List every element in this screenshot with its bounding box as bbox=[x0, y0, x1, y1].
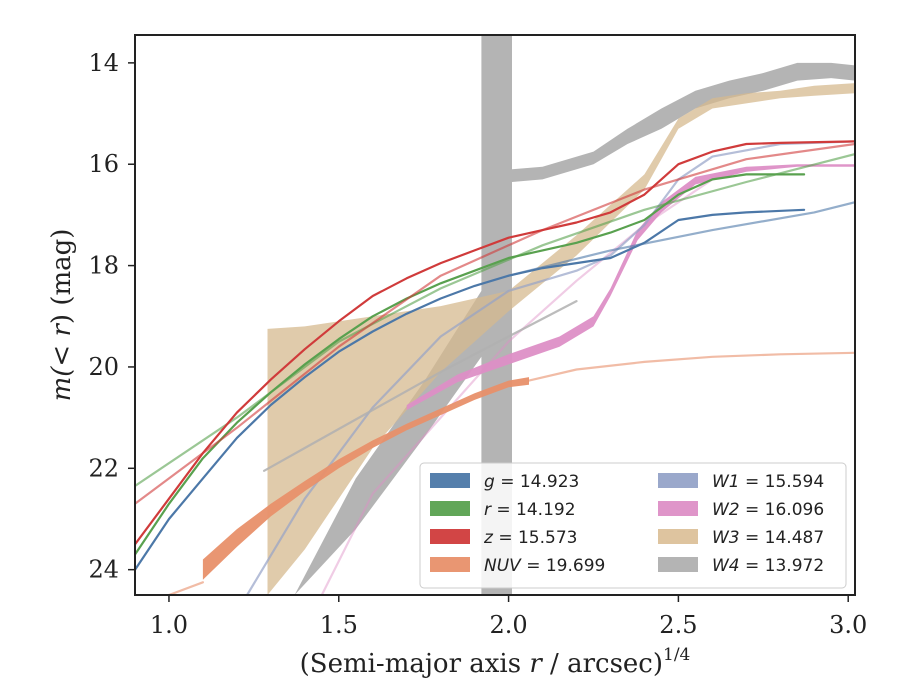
x-axis-title-unit: / arcsec) bbox=[542, 649, 663, 679]
series-w3-band-1 bbox=[267, 83, 855, 595]
x-tick-label: 3.0 bbox=[829, 611, 867, 639]
legend-value: = 16.096 bbox=[740, 500, 825, 520]
x-axis-title-main: (Semi-major axis bbox=[300, 649, 530, 679]
x-tick-label: 2.5 bbox=[659, 611, 697, 639]
legend-value: = 13.972 bbox=[740, 556, 825, 576]
legend-value: = 15.573 bbox=[493, 528, 578, 548]
series-g-line-6 bbox=[507, 201, 855, 277]
legend-label: z = 15.573 bbox=[483, 528, 577, 548]
x-axis-title-sup: 1/4 bbox=[663, 645, 690, 665]
series-w1-line-4 bbox=[246, 140, 855, 595]
x-tick-label: 1.0 bbox=[150, 611, 188, 639]
legend-item-g: g = 14.923 bbox=[430, 472, 579, 492]
y-tick-label: 24 bbox=[88, 556, 119, 584]
legend-label: W2 = 16.096 bbox=[712, 500, 824, 520]
legend-item-z: z = 15.573 bbox=[430, 528, 577, 548]
legend-band: g bbox=[484, 472, 495, 492]
x-axis-title-var: r bbox=[529, 649, 543, 679]
legend-item-w2: W2 = 16.096 bbox=[658, 500, 824, 520]
legend-item-r: r = 14.192 bbox=[430, 500, 576, 520]
legend-swatch bbox=[430, 557, 470, 572]
legend-frame bbox=[419, 462, 847, 589]
y-tick-label: 18 bbox=[88, 252, 119, 280]
y-tick-label: 22 bbox=[88, 454, 119, 482]
legend-label: NUV = 19.699 bbox=[484, 556, 605, 576]
x-axis-title: (Semi-major axis r / arcsec)1/4 bbox=[300, 645, 691, 679]
legend-swatch bbox=[430, 473, 470, 488]
legend-item-w3: W3 = 14.487 bbox=[658, 528, 824, 548]
legend-value: = 19.699 bbox=[521, 556, 606, 576]
legend-band: W2 bbox=[712, 500, 740, 520]
legend-label: W4 = 13.972 bbox=[712, 556, 824, 576]
series-r-line-8 bbox=[135, 153, 855, 488]
y-tick-label: 14 bbox=[88, 49, 119, 77]
series-r-line-7 bbox=[135, 173, 806, 556]
legend-label: g = 14.923 bbox=[484, 472, 579, 492]
legend-band: W1 bbox=[712, 472, 740, 492]
legend-band: r bbox=[484, 500, 492, 520]
series-w2-band-2 bbox=[406, 164, 855, 410]
legend-band: W3 bbox=[712, 528, 740, 548]
legend-label: r = 14.192 bbox=[484, 500, 576, 520]
plot-frame bbox=[134, 34, 856, 596]
legend-swatch bbox=[658, 557, 698, 572]
y-tick-label: 20 bbox=[88, 353, 119, 381]
legend-item-w4: W4 = 13.972 bbox=[658, 556, 824, 576]
y-tick-label: 16 bbox=[88, 150, 119, 178]
legend-value: = 15.594 bbox=[740, 472, 825, 492]
legend-item-w1: W1 = 15.594 bbox=[658, 472, 824, 492]
legend-swatch bbox=[658, 501, 698, 516]
series-z-line-9 bbox=[135, 140, 855, 546]
legend-swatch bbox=[430, 529, 470, 544]
legend-band: W4 bbox=[712, 556, 740, 576]
y-axis-title-post: ) (mag) bbox=[47, 229, 77, 325]
x-tick-label: 2.0 bbox=[489, 611, 527, 639]
tick-layer: 1.0 1.5 2.0 2.5 3.0 14 16 18 20 22 24 bbox=[88, 49, 867, 639]
series-layer bbox=[135, 35, 855, 595]
legend-value: = 14.192 bbox=[491, 500, 576, 520]
legend-value: = 14.487 bbox=[740, 528, 825, 548]
legend-band: NUV bbox=[484, 556, 522, 576]
series-nuv-line-13 bbox=[161, 581, 204, 595]
legend-item-nuv: NUV = 19.699 bbox=[430, 556, 605, 576]
legend-label: W3 = 14.487 bbox=[712, 528, 824, 548]
legend-band: z bbox=[483, 528, 494, 548]
legend-swatch bbox=[658, 473, 698, 488]
x-tick-label: 1.5 bbox=[320, 611, 358, 639]
y-axis-title-pre: m(< bbox=[47, 337, 77, 402]
series-g-line-5 bbox=[135, 208, 806, 571]
y-axis-title-var: r bbox=[47, 323, 77, 337]
y-axis-title: m(< r) (mag) bbox=[47, 229, 77, 402]
series-nuv-line-14 bbox=[527, 351, 855, 382]
legend-label: W1 = 15.594 bbox=[712, 472, 824, 492]
series-z-line-10 bbox=[135, 142, 855, 505]
series-w4-line-11 bbox=[263, 300, 578, 472]
legend-value: = 14.923 bbox=[495, 472, 580, 492]
legend-swatch bbox=[658, 529, 698, 544]
legend-swatch bbox=[430, 501, 470, 516]
